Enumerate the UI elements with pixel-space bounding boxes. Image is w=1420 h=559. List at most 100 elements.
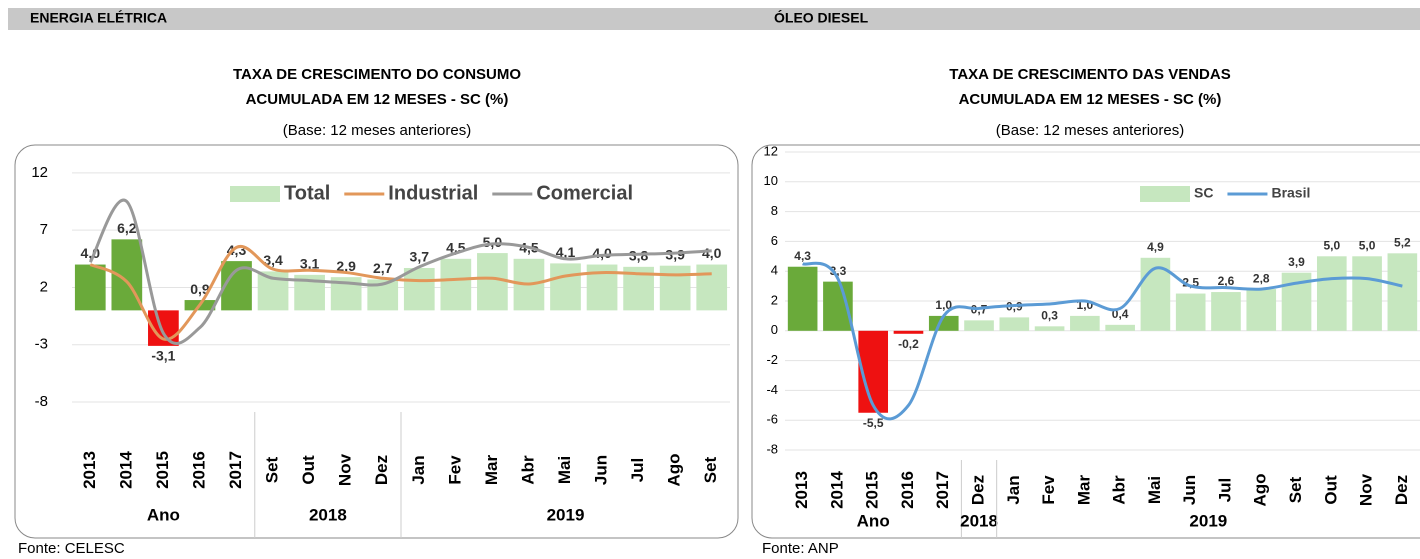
group-label: 2018 <box>309 505 347 524</box>
x-tick-label: Jun <box>592 455 611 485</box>
data-label: 4,3 <box>794 249 811 263</box>
y-tick-label: 12 <box>764 143 778 158</box>
data-label: 4,1 <box>556 244 576 260</box>
chart-subtitle: (Base: 12 meses anteriores) <box>283 122 471 139</box>
legend-swatch <box>1140 186 1190 202</box>
section-title: ÓLEO DIESEL <box>774 9 869 26</box>
bar <box>74 264 106 311</box>
x-tick-label: Fev <box>445 455 464 485</box>
x-tick-label: Jan <box>409 455 428 484</box>
x-tick-label: 2016 <box>189 451 208 489</box>
data-label: 5,0 <box>483 234 503 250</box>
group-label: Ano <box>857 511 890 530</box>
data-label: -0,2 <box>898 337 919 351</box>
x-tick-label: Abr <box>1110 475 1129 505</box>
x-tick-label: Dez <box>1392 475 1411 505</box>
y-tick-label: 10 <box>764 173 778 188</box>
data-label: 4,9 <box>1147 240 1164 254</box>
legend-label: Brasil <box>1271 185 1310 201</box>
data-label: 3,7 <box>410 249 430 265</box>
x-tick-label: 2014 <box>827 471 846 509</box>
y-tick-label: 4 <box>771 263 778 278</box>
legend-label: Total <box>284 182 330 204</box>
x-tick-label: 2016 <box>898 471 917 509</box>
y-tick-label: -6 <box>766 412 778 427</box>
chart-title: ACUMULADA EM 12 MESES - SC (%) <box>246 91 509 108</box>
data-label: 3,9 <box>1288 255 1305 269</box>
x-tick-label: Jan <box>1004 475 1023 504</box>
bar <box>928 315 959 331</box>
x-tick-label: 2017 <box>933 471 952 509</box>
bar <box>659 265 691 311</box>
line <box>88 198 712 345</box>
x-tick-label: 2013 <box>80 451 99 489</box>
y-tick-label: 0 <box>771 322 778 337</box>
y-tick-label: -3 <box>35 336 48 353</box>
x-tick-label: Out <box>299 455 318 485</box>
data-label: 2,6 <box>1218 274 1235 288</box>
data-label: 3,4 <box>263 252 283 268</box>
bar <box>440 258 472 311</box>
header-bar <box>8 8 1420 30</box>
bar <box>403 267 435 311</box>
y-tick-label: -2 <box>766 352 778 367</box>
bar <box>787 266 818 331</box>
x-tick-label: Mai <box>555 456 574 484</box>
x-tick-label: Jul <box>628 458 647 483</box>
group-label: 2019 <box>547 505 585 524</box>
data-label: 1,0 <box>935 298 952 312</box>
group-label: 2018 <box>960 511 998 530</box>
data-label: 4,0 <box>592 245 612 261</box>
y-tick-label: 2 <box>771 292 778 307</box>
data-label: 3,1 <box>300 256 320 272</box>
chart-frame <box>751 144 1420 539</box>
y-tick-label: 8 <box>771 203 778 218</box>
x-tick-label: Mar <box>1074 475 1093 506</box>
legend-swatch <box>230 186 280 202</box>
x-tick-label: Set <box>1286 476 1305 503</box>
x-tick-label: Set <box>263 456 282 483</box>
data-label: 4,0 <box>702 245 722 261</box>
legend-label: Industrial <box>388 182 478 204</box>
x-tick-label: Ago <box>665 453 684 486</box>
chart-subtitle: (Base: 12 meses anteriores) <box>996 122 1184 139</box>
y-tick-label: -8 <box>35 393 48 410</box>
x-tick-label: 2015 <box>863 471 882 509</box>
data-label: 0,3 <box>1041 309 1058 323</box>
data-label: 5,0 <box>1359 238 1376 252</box>
legend-label: Comercial <box>536 182 633 204</box>
chart-title: ACUMULADA EM 12 MESES - SC (%) <box>959 91 1222 108</box>
y-tick-label: -4 <box>766 382 778 397</box>
x-tick-label: Ago <box>1251 473 1270 506</box>
x-tick-label: Dez <box>372 455 391 485</box>
x-tick-label: Mai <box>1145 476 1164 504</box>
bar <box>1387 253 1418 331</box>
bar <box>1034 326 1065 331</box>
x-tick-label: 2015 <box>153 451 172 489</box>
x-tick-label: Set <box>701 456 720 483</box>
bar <box>1352 256 1382 331</box>
group-label: Ano <box>147 505 180 524</box>
x-tick-label: Jun <box>1180 475 1199 505</box>
y-tick-label: 2 <box>40 278 48 295</box>
bar <box>1316 256 1347 331</box>
x-tick-label: Mar <box>482 455 501 486</box>
data-label: -3,1 <box>151 348 175 364</box>
y-tick-label: 12 <box>31 164 48 181</box>
bar <box>999 317 1030 331</box>
data-label: 6,2 <box>117 220 137 236</box>
bar <box>1211 292 1241 331</box>
x-tick-label: Nov <box>1357 473 1376 506</box>
bar <box>893 330 924 334</box>
data-label: 5,2 <box>1394 235 1411 249</box>
data-label: 0,9 <box>190 281 210 297</box>
bar <box>550 263 581 311</box>
y-tick-label: -8 <box>766 441 778 456</box>
x-tick-label: Jul <box>1215 478 1234 503</box>
x-tick-label: 2017 <box>226 451 245 489</box>
bar <box>1105 324 1135 331</box>
chart-title: TAXA DE CRESCIMENTO DO CONSUMO <box>233 66 521 83</box>
bar <box>964 320 994 331</box>
x-tick-label: 2013 <box>792 471 811 509</box>
